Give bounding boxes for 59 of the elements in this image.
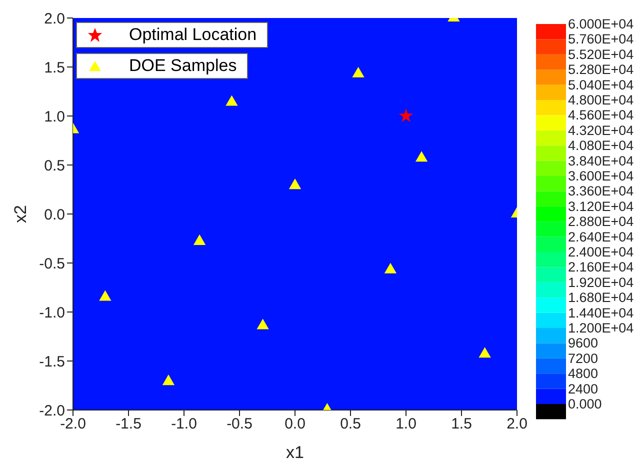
x-tick-label: -1.0 <box>171 416 197 433</box>
y-tick-label: -0.5 <box>39 255 65 272</box>
legend-box: DOE Samples <box>76 53 248 79</box>
y-tick-label: 1.5 <box>44 59 65 76</box>
color-bar-label: 1.440E+04 <box>568 305 634 320</box>
y-tick-label: 0.0 <box>44 206 65 224</box>
y-tick-label: -1.5 <box>39 353 65 370</box>
color-bar-label: 5.760E+04 <box>568 32 634 47</box>
color-bar-label: 9600 <box>568 336 598 351</box>
point <box>384 262 397 274</box>
color-bar-label: 4.320E+04 <box>568 122 634 138</box>
color-bar-label: 5.040E+04 <box>568 77 634 92</box>
x-axis-title: x1 <box>286 443 304 462</box>
color-bar-label: 5.280E+04 <box>568 62 634 78</box>
y-tick-label: 0.5 <box>44 157 65 174</box>
color-bar-label: 1.920E+04 <box>568 274 634 290</box>
y-tick-label: -1.0 <box>39 304 65 322</box>
color-bar-label: 3.600E+04 <box>568 168 634 184</box>
point <box>162 374 175 386</box>
y-axis-title: x2 <box>11 205 30 223</box>
color-bar-label: 4.800E+04 <box>568 92 634 108</box>
color-bar-label: 5.520E+04 <box>568 46 634 62</box>
color-bar-label: 2.400E+04 <box>568 244 634 260</box>
color-bar-label: 4.080E+04 <box>568 138 634 154</box>
legend-box: Optimal Location <box>76 22 268 48</box>
color-bar-label: 2.880E+04 <box>568 214 634 230</box>
x-tick-label: 1.5 <box>451 416 472 433</box>
point <box>478 347 491 358</box>
point <box>398 108 414 122</box>
color-bar-label: 1.200E+04 <box>568 320 634 336</box>
color-bar-label: 2.640E+04 <box>568 229 634 244</box>
y-tick-label: 1.0 <box>44 108 65 126</box>
x-tick-label: 2.0 <box>506 416 528 433</box>
color-bar-label: 2400 <box>568 381 598 396</box>
color-bar-label: 3.840E+04 <box>568 153 634 168</box>
color-bar-label: 0.000 <box>568 396 602 412</box>
point <box>193 234 206 245</box>
point <box>256 318 269 330</box>
color-bar-label: 4.560E+04 <box>568 108 634 123</box>
x-tick-label: 1.0 <box>396 416 416 433</box>
x-tick-label: -1.5 <box>116 416 142 433</box>
color-bar-label: 4800 <box>568 366 598 382</box>
point <box>415 151 428 162</box>
x-tick-label: -0.5 <box>226 416 252 433</box>
point <box>99 290 112 301</box>
point <box>226 95 238 106</box>
x-tick-label: 0.0 <box>284 416 306 433</box>
color-bar-label: 3.360E+04 <box>568 184 634 199</box>
legend-label: Optimal Location <box>129 25 257 45</box>
point <box>288 178 302 190</box>
legend-label: DOE Samples <box>129 56 237 76</box>
color-bar-label: 6.000E+04 <box>568 16 634 32</box>
color-bar-label: 3.120E+04 <box>568 198 634 214</box>
color-bar-label: 2.160E+04 <box>568 260 634 275</box>
y-tick-label: 2.0 <box>44 10 65 28</box>
point <box>352 66 364 78</box>
x-tick-label: 0.5 <box>340 416 361 433</box>
color-bar-label: 7200 <box>568 350 598 366</box>
color-bar-label: 1.680E+04 <box>568 290 634 306</box>
